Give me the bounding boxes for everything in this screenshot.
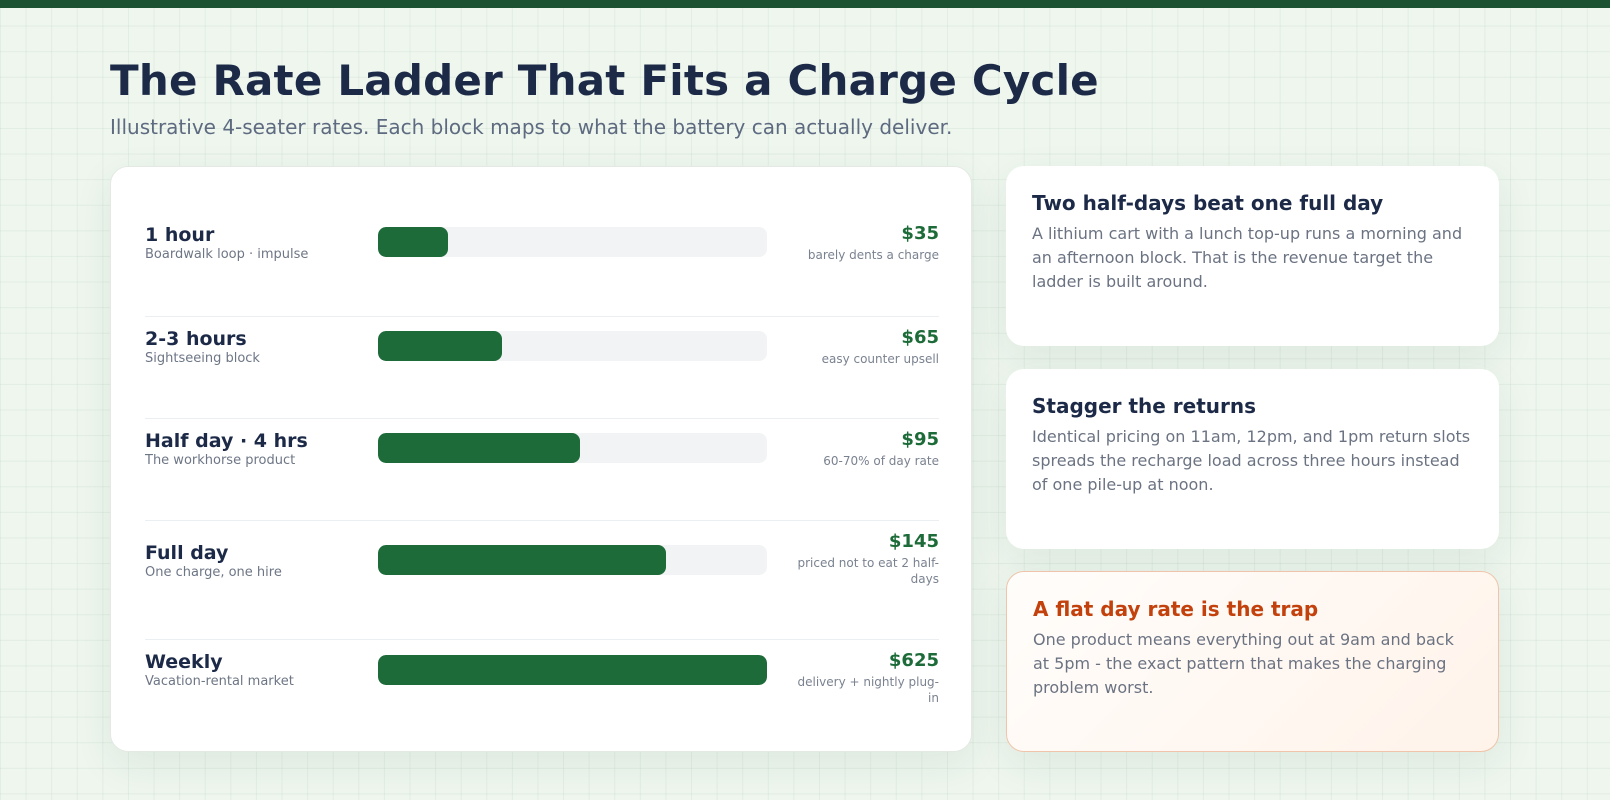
tier-name: 2-3 hours — [145, 328, 247, 350]
tier-description: Sightseeing block — [145, 351, 260, 366]
rate-row-2-3-hours: 2-3 hours Sightseeing block $65 easy cou… — [145, 316, 939, 416]
tier-price: $95 — [901, 429, 939, 450]
tier-name: 1 hour — [145, 224, 215, 246]
tip-title: Stagger the returns — [1032, 394, 1257, 418]
tip-body: One product means everything out at 9am … — [1033, 630, 1454, 697]
page-header: The Rate Ladder That Fits a Charge Cycle… — [110, 56, 1110, 140]
rate-bar-track — [378, 655, 767, 685]
tip-body: Identical pricing on 11am, 12pm, and 1pm… — [1032, 427, 1471, 494]
tier-description: The workhorse product — [145, 453, 296, 468]
rate-ladder-card: 1 hour Boardwalk loop · impulse $35 bare… — [110, 166, 972, 752]
tier-price: $65 — [901, 327, 939, 348]
tip-card-half-days: Two half-days beat one full day A lithiu… — [1006, 166, 1499, 346]
tip-card-stagger-returns: Stagger the returns Identical pricing on… — [1006, 369, 1499, 549]
tip-title-warning: A flat day rate is the trap — [1033, 597, 1319, 621]
rate-bar-fill — [378, 331, 503, 361]
top-accent-bar — [0, 0, 1610, 8]
page-title: The Rate Ladder That Fits a Charge Cycle — [110, 56, 1099, 105]
rate-bar-fill — [378, 545, 666, 575]
rate-bar-fill — [378, 227, 449, 257]
tier-description: Vacation-rental market — [145, 674, 294, 689]
tip-card-flat-rate-warning: A flat day rate is the trap One product … — [1006, 571, 1499, 752]
rate-bar-fill — [378, 655, 767, 685]
rate-bar-track — [378, 331, 767, 361]
page-subtitle: Illustrative 4-seater rates. Each block … — [110, 115, 953, 139]
rate-row-half-day: Half day · 4 hrs The workhorse product $… — [145, 418, 939, 518]
tier-price-note: barely dents a charge — [807, 248, 939, 262]
rate-row-weekly: Weekly Vacation-rental market $625 deliv… — [145, 639, 939, 739]
tier-price: $145 — [888, 531, 939, 552]
tier-name: Full day — [145, 542, 229, 564]
tip-body: A lithium cart with a lunch top-up runs … — [1032, 224, 1463, 291]
rate-bar-track — [378, 227, 767, 257]
tip-title: Two half-days beat one full day — [1032, 191, 1384, 215]
rate-bar-track — [378, 545, 767, 575]
tier-price-note: priced not to eat 2 half-days — [797, 556, 939, 586]
rate-bar-fill — [378, 433, 581, 463]
rate-row-full-day: Full day One charge, one hire $145 price… — [145, 520, 939, 638]
tier-description: Boardwalk loop · impulse — [145, 247, 309, 262]
tier-name: Weekly — [145, 651, 223, 673]
tier-price-note: 60-70% of day rate — [823, 454, 939, 468]
tier-description: One charge, one hire — [145, 565, 282, 580]
tier-name: Half day · 4 hrs — [145, 430, 308, 452]
rate-bar-track — [378, 433, 767, 463]
rate-row-1-hour: 1 hour Boardwalk loop · impulse $35 bare… — [145, 223, 939, 323]
tier-price-note: easy counter upsell — [821, 352, 939, 366]
tier-price-note: delivery + nightly plug-in — [797, 675, 940, 705]
tier-price: $625 — [888, 650, 939, 671]
tier-price: $35 — [901, 223, 939, 244]
